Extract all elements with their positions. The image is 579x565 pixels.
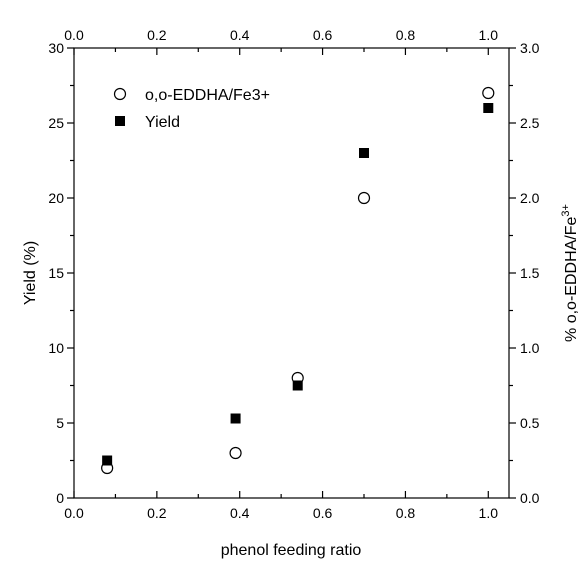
x-tick-label-top: 1.0 <box>479 27 499 43</box>
right-y-axis-title-main: % o,o-EDDHA/Fe <box>563 216 579 341</box>
x-tick-label-bottom: 0.4 <box>230 505 250 521</box>
plot-frame <box>73 47 510 499</box>
y-left-tick-label: 5 <box>56 415 64 431</box>
x-axis-title: phenol feeding ratio <box>221 542 362 559</box>
data-point-filled-square <box>359 148 369 158</box>
right-y-axis-title-superscript: 3+ <box>560 204 572 217</box>
y-right-tick-label: 0.5 <box>520 415 540 431</box>
x-tick-label-bottom: 1.0 <box>479 505 499 521</box>
data-point-filled-square <box>292 380 303 391</box>
x-tick-label-bottom: 0.6 <box>313 505 333 521</box>
y-left-tick-label: 30 <box>48 40 64 56</box>
legend-marker-filled-square <box>115 116 125 126</box>
legend: o,o-EDDHA/Fe3+ Yield <box>113 87 270 131</box>
data-point-open-circle <box>229 446 242 460</box>
x-tick-label-top: 0.8 <box>396 27 416 43</box>
y-right-tick-label: 2.5 <box>520 115 540 131</box>
axis-tick-labels: 0.0 0.0 0.2 0.2 0.4 0.4 0.6 0.6 0.8 0.8 1.0 1.0 0 5 10… <box>48 27 539 521</box>
y-right-tick-label: 2.0 <box>520 190 540 206</box>
y-left-tick-label: 20 <box>48 190 64 206</box>
legend-label-series-1: o,o-EDDHA/Fe3+ <box>145 87 270 104</box>
x-tick-label-top: 0.4 <box>230 27 250 43</box>
x-tick-label-bottom: 0.2 <box>147 505 167 521</box>
y-left-tick-label: 0 <box>56 490 64 506</box>
y-left-tick-label: 25 <box>48 115 64 131</box>
y-right-tick-label: 1.0 <box>520 340 540 356</box>
x-tick-label-bottom: 0.8 <box>396 505 416 521</box>
y-left-tick-label: 10 <box>48 340 64 356</box>
legend-label-series-2: Yield <box>145 114 180 131</box>
data-point-filled-square <box>230 413 241 424</box>
right-y-axis-title: % o,o-EDDHA/Fe3+ <box>560 204 579 342</box>
data-point-filled-square <box>102 455 113 466</box>
left-y-axis-title: Yield (%) <box>22 241 39 305</box>
data-point-open-circle <box>357 191 371 205</box>
y-right-tick-label: 3.0 <box>520 40 540 56</box>
x-tick-label-bottom: 0.0 <box>64 505 84 521</box>
y-right-tick-label: 0.0 <box>520 490 540 506</box>
data-points <box>101 86 495 475</box>
legend-marker-open-circle <box>113 87 127 101</box>
y-right-tick-label: 1.5 <box>520 265 540 281</box>
x-tick-label-top: 0.6 <box>313 27 333 43</box>
data-point-open-circle <box>482 86 495 100</box>
y-left-tick-label: 15 <box>48 265 64 281</box>
x-tick-label-top: 0.2 <box>147 27 167 43</box>
axis-ticks <box>67 47 516 499</box>
data-point-filled-square <box>483 103 494 113</box>
x-tick-label-top: 0.0 <box>64 27 84 43</box>
